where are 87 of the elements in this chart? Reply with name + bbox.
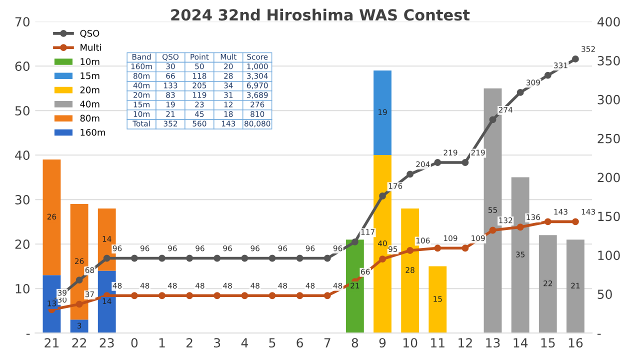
x-tick-label: 22 [72,338,86,348]
y-tick-label: - [26,334,30,335]
point [379,192,386,200]
chart-title: 2024 32nd Hiroshima WAS Contest [171,8,470,21]
bar [42,160,61,276]
x-tick-label: 12 [458,338,472,348]
point [489,116,496,124]
y2-tick-label: 50 [598,290,612,299]
x-tick-label: 16 [568,338,583,348]
y-tick-label: 30 [15,195,30,204]
x-tick-label: 8 [352,338,358,348]
point [516,224,524,231]
x-tick-label: 21 [44,338,59,348]
x-tick-label: 11 [431,338,444,348]
point [489,226,496,234]
legend-label: Multi [80,44,101,51]
legend-label: 15m [80,72,100,80]
y-tick-label: 40 [15,150,30,160]
x-tick-label: 4 [241,338,248,348]
bar [428,266,447,333]
point [103,254,110,262]
point [76,300,83,308]
point [324,292,331,300]
x-tick-label: 7 [324,338,330,348]
legend-label: 80m [80,114,100,122]
point [544,218,552,226]
x-tick-label: 23 [100,338,114,348]
y2-tick-label: - [597,334,601,335]
point [214,292,221,300]
legend-label: 160m [80,128,105,136]
x-tick-label: 1 [159,338,165,348]
bar [538,235,557,333]
y2-tick-label: 300 [598,94,620,104]
y2-tick-label: 200 [598,172,620,182]
point [130,254,138,262]
point [130,292,138,300]
x-tick-label: 10 [403,338,418,348]
point [406,247,414,254]
point [241,254,248,262]
point [462,159,469,166]
point [351,238,358,246]
point [434,159,442,166]
legend-label: 20m [80,86,100,94]
y-tick-label: 50 [15,106,30,116]
point [462,244,469,252]
bar [374,70,392,156]
point [406,170,414,178]
x-tick-label: 15 [541,338,555,348]
bar [566,240,584,333]
legend-label: 40m [80,100,100,108]
x-tick-label: 0 [131,338,138,348]
y2-tick-label: 100 [598,250,620,260]
point [186,254,194,262]
x-tick-label: 3 [214,338,220,348]
point [572,55,579,62]
point [434,244,442,252]
point [268,254,276,262]
x-tick-label: 13 [486,338,500,348]
point [214,254,221,262]
y-tick-label: 70 [15,17,30,27]
x-tick-label: 9 [379,338,386,348]
y-tick-label: 60 [15,62,30,72]
point [544,72,552,79]
y-tick-label: 10 [16,284,30,294]
point [572,218,579,226]
point [268,292,276,300]
y-tick-label: 20 [15,240,30,249]
point [158,292,166,300]
x-tick-label: 5 [269,338,276,348]
y2-tick-label: 400 [597,17,620,27]
point [379,256,386,263]
point [296,292,304,300]
x-tick-label: 6 [296,338,304,348]
x-tick-label: 14 [514,338,528,348]
y2-tick-label: 350 [598,56,620,66]
x-tick-label: 2 [186,338,192,348]
y2-tick-label: 250 [598,134,620,144]
point [186,292,194,300]
point [158,254,166,262]
point [324,254,331,262]
point [241,292,248,300]
legend-label: QSO [80,30,100,38]
point [296,254,304,262]
point [516,88,524,96]
point [76,276,83,284]
legend-label: 10m [80,58,100,66]
y2-tick-label: 150 [598,212,620,222]
